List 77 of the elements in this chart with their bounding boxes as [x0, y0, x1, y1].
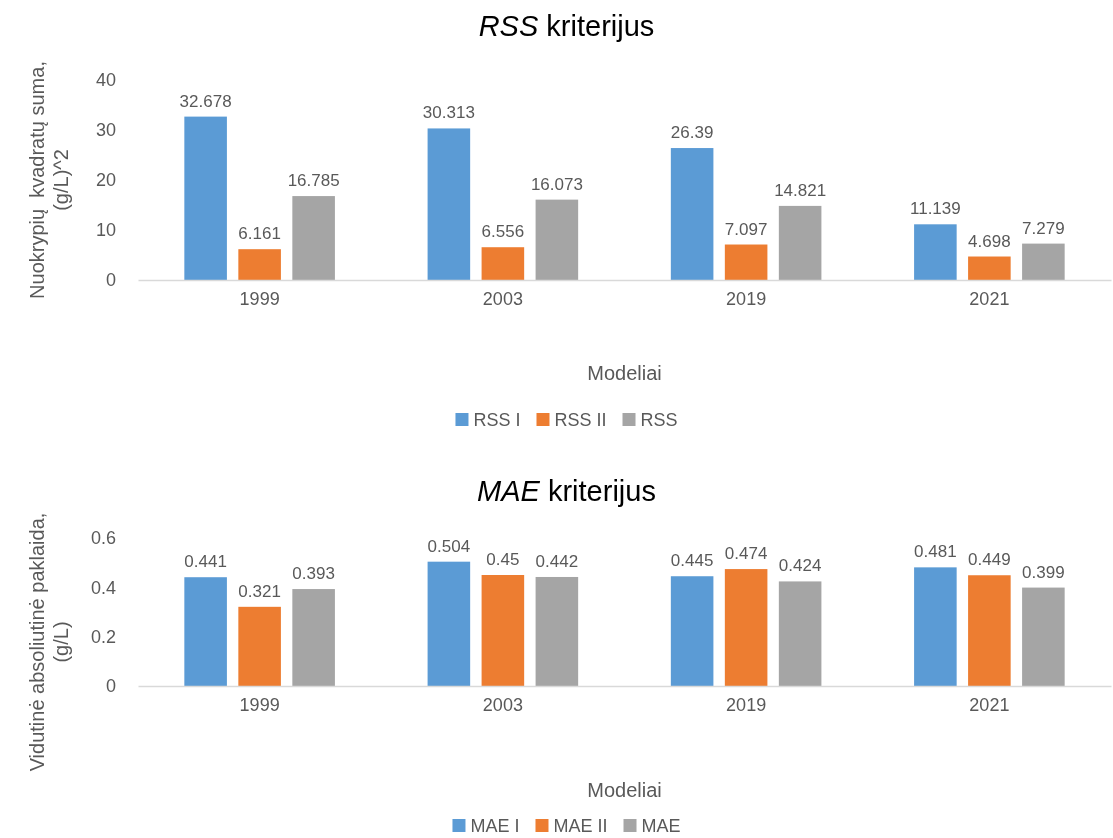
data-label: 0.441 — [184, 552, 227, 572]
data-label: 30.313 — [422, 103, 475, 123]
bar — [778, 205, 822, 280]
data-label: 16.785 — [287, 171, 340, 191]
bar — [968, 575, 1011, 686]
bar — [1022, 587, 1065, 686]
y-axis-title: Vidutinė absoliutinė paklaida, (g/L) — [26, 512, 72, 772]
x-tick-label: 2019 — [726, 694, 767, 715]
bar — [968, 256, 1011, 280]
x-tick-label: 2003 — [482, 288, 523, 309]
data-label: 14.821 — [774, 180, 827, 200]
legend-label: RSS — [640, 410, 678, 431]
y-tick-label: 30 — [95, 120, 116, 141]
data-label: 0.442 — [535, 551, 579, 571]
bar — [914, 224, 957, 280]
data-label: 0.481 — [914, 542, 957, 562]
data-label: 0.321 — [238, 581, 281, 601]
bar — [238, 249, 281, 280]
data-label: 0.393 — [292, 564, 335, 584]
y-tick-label: 0 — [105, 676, 116, 697]
bar — [184, 116, 227, 280]
data-label: 7.279 — [1022, 218, 1065, 238]
data-label: 0.424 — [778, 556, 822, 576]
bar — [481, 575, 525, 686]
bar — [670, 148, 714, 280]
data-label: 7.097 — [724, 219, 768, 239]
data-label: 16.073 — [530, 174, 583, 194]
bar — [670, 576, 714, 686]
bar — [427, 561, 471, 686]
data-label: 11.139 — [910, 199, 961, 219]
legend-label: MAE — [641, 816, 681, 837]
y-axis-title: Nuokrypių kvadratų suma, (g/L)^2 — [26, 61, 72, 299]
y-tick-label: 20 — [95, 170, 116, 191]
legend-label: MAE II — [553, 816, 608, 837]
x-tick-label: 2003 — [482, 694, 523, 715]
x-tick-label: 2021 — [969, 694, 1010, 715]
x-tick-label: 1999 — [239, 288, 280, 309]
chart-title: RSS kriterijus — [478, 10, 655, 42]
y-tick-label: 10 — [95, 220, 116, 241]
bar — [481, 247, 525, 280]
bar — [778, 581, 822, 686]
chart-title: MAE kriterijus — [477, 475, 656, 507]
bar — [914, 567, 957, 686]
y-tick-label: 0 — [105, 270, 116, 291]
y-tick-label: 0.6 — [90, 528, 116, 549]
data-label: 6.161 — [238, 224, 281, 244]
bar — [724, 569, 768, 686]
data-label: 4.698 — [968, 231, 1011, 251]
bar — [724, 244, 768, 280]
legend-label: RSS I — [473, 410, 521, 431]
bar — [238, 606, 281, 686]
bar — [292, 196, 335, 280]
data-label: 0.504 — [427, 536, 471, 556]
bar — [1022, 243, 1065, 280]
bar — [535, 576, 579, 686]
bar — [184, 577, 227, 686]
x-axis-title: Modeliai — [587, 362, 662, 384]
bar — [427, 128, 471, 280]
data-label: 6.556 — [481, 222, 525, 242]
data-label: 0.474 — [724, 544, 768, 564]
bar — [292, 589, 335, 686]
data-label: 26.39 — [670, 123, 714, 143]
x-tick-label: 2021 — [969, 288, 1010, 309]
x-tick-label: 1999 — [239, 694, 280, 715]
y-tick-label: 40 — [95, 70, 116, 91]
data-label: 0.445 — [670, 551, 714, 571]
x-tick-label: 2019 — [726, 288, 767, 309]
bar — [535, 199, 579, 280]
y-tick-label: 0.4 — [90, 577, 116, 598]
data-label: 32.678 — [179, 91, 232, 111]
x-axis-title: Modeliai — [587, 779, 662, 801]
data-label: 0.45 — [486, 550, 520, 569]
y-tick-label: 0.2 — [90, 626, 116, 647]
data-label: 0.449 — [968, 550, 1011, 570]
data-label: 0.399 — [1022, 562, 1065, 582]
legend-label: MAE I — [470, 816, 520, 837]
legend-label: RSS II — [554, 410, 607, 431]
